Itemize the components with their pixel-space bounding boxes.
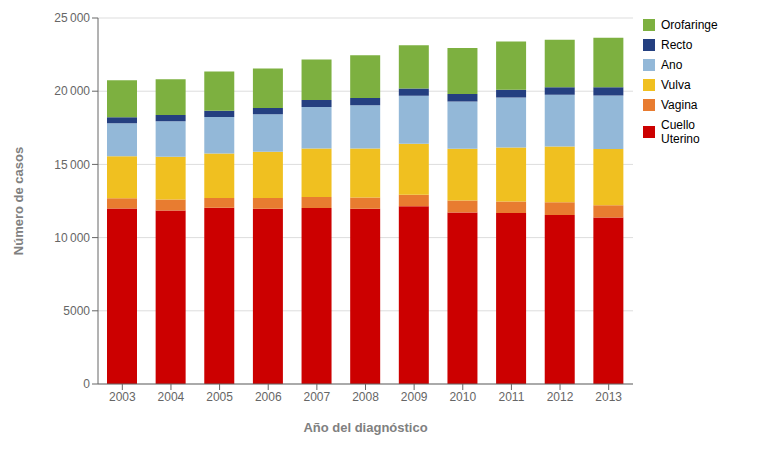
svg-text:2005: 2005 xyxy=(206,390,233,404)
svg-text:2013: 2013 xyxy=(595,390,622,404)
html-text:Ano: Ano xyxy=(661,58,683,72)
html-text:Uterino: Uterino xyxy=(661,132,700,146)
svg-text:2008: 2008 xyxy=(352,390,379,404)
svg-text:2009: 2009 xyxy=(401,390,428,404)
svg-text:15 000: 15 000 xyxy=(54,158,90,172)
html-text:Vulva: Vulva xyxy=(661,78,691,92)
svg-text:2012: 2012 xyxy=(547,390,574,404)
html-text:Recto: Recto xyxy=(661,38,693,52)
svg-text:Año del diagnóstico: Año del diagnóstico xyxy=(303,420,427,435)
svg-text:2011: 2011 xyxy=(499,390,525,404)
svg-text:Número de casos: Número de casos xyxy=(11,147,26,255)
html-text:Orofaringe: Orofaringe xyxy=(661,18,718,32)
svg-text:2004: 2004 xyxy=(158,390,185,404)
svg-text:0: 0 xyxy=(83,377,90,391)
svg-text:10 000: 10 000 xyxy=(54,231,90,245)
svg-text:2006: 2006 xyxy=(255,390,282,404)
svg-text:2003: 2003 xyxy=(109,390,136,404)
svg-text:2010: 2010 xyxy=(449,390,476,404)
html-text:Vagina: Vagina xyxy=(661,98,698,112)
svg-text:5000: 5000 xyxy=(63,304,90,318)
svg-text:2007: 2007 xyxy=(304,390,331,404)
svg-text:25 000: 25 000 xyxy=(54,11,90,25)
html-text:Cuello: Cuello xyxy=(661,118,695,132)
svg-text:20 000: 20 000 xyxy=(54,84,90,98)
